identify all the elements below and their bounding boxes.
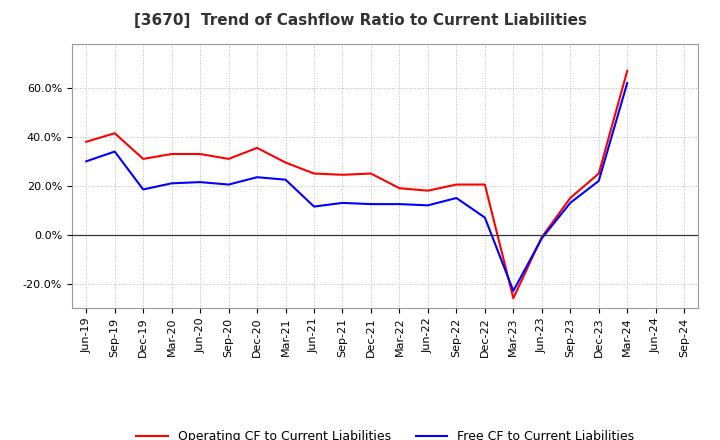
Free CF to Current Liabilities — [537, 236, 546, 241]
Free CF to Current Liabilities — [366, 202, 375, 207]
Operating CF to Current Liabilities — [395, 186, 404, 191]
Operating CF to Current Liabilities — [282, 160, 290, 165]
Free CF to Current Liabilities — [139, 187, 148, 192]
Free CF to Current Liabilities — [82, 159, 91, 164]
Operating CF to Current Liabilities — [110, 131, 119, 136]
Operating CF to Current Liabilities — [225, 156, 233, 161]
Free CF to Current Liabilities — [282, 177, 290, 182]
Free CF to Current Liabilities — [595, 178, 603, 183]
Free CF to Current Liabilities — [167, 181, 176, 186]
Operating CF to Current Liabilities — [623, 68, 631, 73]
Free CF to Current Liabilities — [480, 215, 489, 220]
Free CF to Current Liabilities — [253, 175, 261, 180]
Operating CF to Current Liabilities — [139, 156, 148, 161]
Free CF to Current Liabilities — [423, 203, 432, 208]
Free CF to Current Liabilities — [310, 204, 318, 209]
Operating CF to Current Liabilities — [310, 171, 318, 176]
Free CF to Current Liabilities — [623, 81, 631, 86]
Operating CF to Current Liabilities — [480, 182, 489, 187]
Free CF to Current Liabilities — [225, 182, 233, 187]
Operating CF to Current Liabilities — [595, 171, 603, 176]
Operating CF to Current Liabilities — [566, 195, 575, 201]
Free CF to Current Liabilities — [509, 288, 518, 293]
Operating CF to Current Liabilities — [537, 235, 546, 240]
Operating CF to Current Liabilities — [509, 296, 518, 301]
Operating CF to Current Liabilities — [253, 145, 261, 150]
Line: Operating CF to Current Liabilities: Operating CF to Current Liabilities — [86, 71, 627, 298]
Operating CF to Current Liabilities — [82, 139, 91, 144]
Line: Free CF to Current Liabilities: Free CF to Current Liabilities — [86, 83, 627, 291]
Operating CF to Current Liabilities — [167, 151, 176, 157]
Text: [3670]  Trend of Cashflow Ratio to Current Liabilities: [3670] Trend of Cashflow Ratio to Curren… — [133, 13, 587, 28]
Operating CF to Current Liabilities — [423, 188, 432, 193]
Operating CF to Current Liabilities — [196, 151, 204, 157]
Legend: Operating CF to Current Liabilities, Free CF to Current Liabilities: Operating CF to Current Liabilities, Fre… — [131, 425, 639, 440]
Operating CF to Current Liabilities — [338, 172, 347, 177]
Free CF to Current Liabilities — [395, 202, 404, 207]
Operating CF to Current Liabilities — [366, 171, 375, 176]
Free CF to Current Liabilities — [566, 200, 575, 205]
Free CF to Current Liabilities — [338, 200, 347, 205]
Free CF to Current Liabilities — [196, 180, 204, 185]
Free CF to Current Liabilities — [452, 195, 461, 201]
Operating CF to Current Liabilities — [452, 182, 461, 187]
Free CF to Current Liabilities — [110, 149, 119, 154]
